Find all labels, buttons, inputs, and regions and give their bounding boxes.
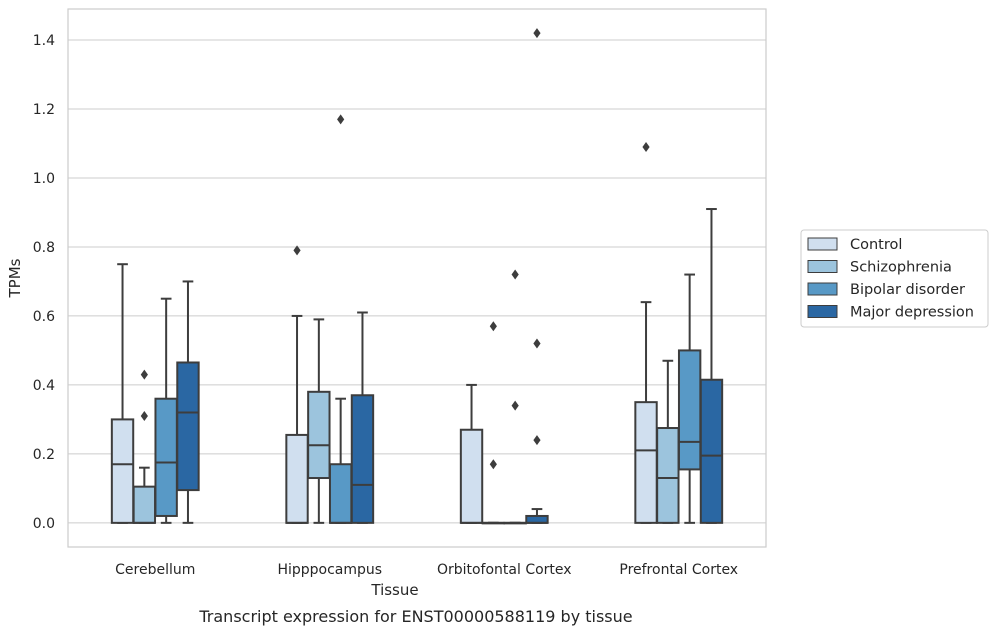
outlier-point [533,338,541,349]
y-tick-label: 1.2 [33,102,55,118]
x-axis-title: Tissue [370,581,418,599]
outlier-point [533,28,541,39]
box-0-3 [176,280,200,524]
box-1-3 [350,311,375,524]
box-body [176,361,200,492]
x-tick-label: Cerebellum [115,562,195,578]
box-body [110,418,135,524]
legend-swatch [807,237,838,251]
y-axis-title: TPMs [6,258,24,298]
outlier-point [293,245,301,256]
box-body [350,394,375,524]
legend: Control Schizophrenia Bipolar disorder Majo… [800,229,989,328]
outlier-point [140,369,148,380]
box-2-0 [459,383,484,524]
y-tick-label: 0.2 [33,447,55,463]
y-tick-label: 1.4 [33,33,55,49]
outlier-point [140,410,148,421]
box-2-2 [503,269,527,525]
legend-swatch [807,282,838,296]
box-1-1 [307,318,331,524]
legend-swatch [807,260,838,273]
box-body [154,397,178,517]
box-body [677,349,702,471]
box-body [307,390,331,480]
box-0-0 [110,263,135,524]
legend-label: Bipolar disorder [850,282,965,298]
legend-frame [800,229,989,328]
outlier-point [489,459,497,470]
y-tick-label: 0.8 [33,240,55,256]
y-tick-label: 0.6 [33,309,55,325]
boxes [110,28,724,525]
outlier-point [489,321,497,332]
box-3-1 [656,359,680,524]
x-tick-label: Hipppocampus [277,562,382,578]
box-2-1 [481,321,506,525]
box-body [699,378,724,524]
box-body [459,428,484,524]
box-body [656,427,680,524]
y-axis-ticks: 0.0 0.2 0.4 0.6 0.8 1.0 1.2 1.4 [33,33,55,532]
x-tick-label: Prefrontal Cortex [619,562,738,578]
box-body [525,514,549,524]
plot-area-frame [67,8,767,548]
y-tick-label: 1.0 [33,171,55,187]
x-axis-ticks: Cerebellum Hipppocampus Orbitofontal Corte… [115,562,738,578]
outlier-point [511,269,519,280]
outlier-point [642,141,650,152]
legend-label: Control [850,237,902,253]
box-body [328,463,353,524]
box-body [285,433,309,524]
box-2-3 [525,28,549,524]
x-tick-label: Orbitofontal Cortex [437,562,572,578]
legend-label: Schizophrenia [850,260,952,276]
y-tick-label: 0.4 [33,378,55,394]
outlier-point [337,114,345,125]
chart-caption: Transcript expression for ENST0000058811… [198,607,632,626]
outlier-point [533,435,541,446]
legend-label: Major depression [850,305,974,321]
box-3-3 [699,208,724,524]
box-body [132,485,157,524]
legend-swatch [807,305,838,318]
outlier-point [511,400,519,411]
y-tick-label: 0.0 [33,516,55,532]
box-body [634,401,658,524]
